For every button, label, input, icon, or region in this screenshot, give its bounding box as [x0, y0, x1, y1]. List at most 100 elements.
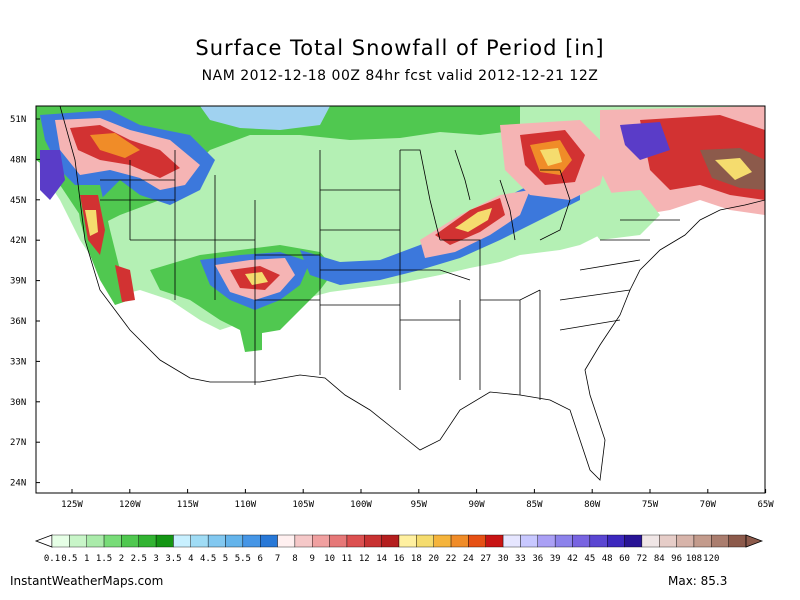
lat-label: 39N	[10, 277, 26, 287]
map-frame	[35, 105, 766, 494]
legend-swatch	[589, 534, 608, 548]
legend-label: 11	[342, 554, 353, 564]
snow-region	[455, 208, 492, 232]
legend-swatch	[572, 534, 591, 548]
map-title: Surface Total Snowfall of Period [in]	[195, 36, 605, 60]
lat-label: 36N	[10, 317, 26, 327]
legend-label: 8	[292, 554, 297, 564]
legend-label: 10	[324, 554, 335, 564]
legend-label: 120	[703, 554, 719, 564]
snow-region	[240, 330, 262, 352]
lon-label: 70W	[700, 500, 717, 510]
legend-swatch	[624, 534, 643, 548]
lon-label: 75W	[642, 500, 659, 510]
latitude-axis: 51N 48N 45N 42N 39N 36N 33N 30N 27N 24N	[10, 115, 40, 489]
legend-swatch	[225, 534, 244, 548]
legend-swatch	[364, 534, 382, 548]
color-legend: 0.1 0.5 1 1.5 2 2.5 3 3.5 4 4.5 5 5.5 6 7 8 9 10 11 12 14 16…	[34, 534, 764, 564]
legend-label: 5	[223, 554, 228, 564]
legend-label: 3.5	[165, 554, 181, 564]
lon-label: 110W	[235, 500, 257, 510]
legend-label: 30	[498, 554, 509, 564]
legend-swatch	[294, 534, 313, 548]
snow-region	[715, 158, 752, 180]
legend-swatch	[173, 534, 191, 548]
legend-swatch	[693, 534, 712, 548]
legend-label: 6	[257, 554, 262, 564]
legend-swatch	[138, 534, 157, 548]
snow-region	[40, 150, 65, 200]
snow-region	[200, 106, 330, 130]
lon-label: 105W	[292, 500, 314, 510]
legend-label: 84	[654, 554, 665, 564]
legend-label: 4.5	[200, 554, 216, 564]
legend-label: 18	[411, 554, 422, 564]
lon-label: 65W	[757, 500, 774, 510]
lat-label: 51N	[10, 115, 26, 125]
lat-label: 45N	[10, 196, 26, 206]
legend-label: 45	[584, 554, 595, 564]
legend-label: 42	[567, 554, 578, 564]
legend-swatch	[485, 534, 504, 548]
legend-label: 3	[153, 554, 158, 564]
legend-label: 7	[275, 554, 280, 564]
legend-swatch	[69, 534, 87, 548]
lat-label: 27N	[10, 438, 26, 448]
legend-label: 2.5	[131, 554, 147, 564]
legend-label: 108	[686, 554, 702, 564]
lon-label: 85W	[526, 500, 543, 510]
legend-swatch	[728, 534, 747, 548]
legend-label: 22	[446, 554, 457, 564]
legend-swatch	[711, 534, 729, 548]
legend-arrow-right	[745, 534, 764, 548]
legend-swatch	[537, 534, 556, 548]
legend-swatch	[103, 534, 122, 548]
legend-swatch	[676, 534, 695, 548]
lon-label: 115W	[177, 500, 199, 510]
legend-label: 1	[84, 554, 89, 564]
legend-swatch	[398, 534, 417, 548]
max-value: Max: 85.3	[668, 574, 728, 588]
legend-swatch	[554, 534, 573, 548]
legend-swatch	[207, 534, 226, 548]
legend-label: 96	[671, 554, 682, 564]
lon-label: 90W	[468, 500, 485, 510]
legend-label: 48	[602, 554, 613, 564]
legend-label: 39	[550, 554, 561, 564]
legend-label: 2	[119, 554, 124, 564]
legend-label: 27	[480, 554, 491, 564]
legend-label: 36	[532, 554, 543, 564]
site-credit: InstantWeatherMaps.com	[10, 574, 164, 588]
lon-label: 80W	[584, 500, 601, 510]
longitude-axis: 125W 120W 115W 110W 105W 100W 95W 90W 85W 80W 75W 7…	[61, 489, 774, 510]
legend-swatch	[520, 534, 539, 548]
snow-region	[245, 272, 268, 285]
legend-label: 24	[463, 554, 474, 564]
legend-swatch	[468, 534, 486, 548]
legend-label: 60	[619, 554, 630, 564]
lat-label: 24N	[10, 479, 26, 489]
state-boundaries	[59, 106, 765, 481]
lon-label: 120W	[119, 500, 141, 510]
legend-swatch	[155, 534, 174, 548]
legend-label: 5.5	[235, 554, 251, 564]
legend-swatch	[329, 534, 348, 548]
legend-swatch	[659, 534, 677, 548]
snow-region	[85, 210, 98, 236]
legend-swatch	[641, 534, 660, 548]
legend-label: 14	[376, 554, 387, 564]
lat-label: 42N	[10, 236, 26, 246]
legend-swatch	[277, 534, 296, 548]
legend-swatch	[433, 534, 452, 548]
legend-label: 12	[359, 554, 370, 564]
lon-label: 95W	[411, 500, 428, 510]
legend-swatch	[346, 534, 365, 548]
legend-label: 1.5	[96, 554, 112, 564]
snow-region	[115, 265, 135, 302]
legend-swatch	[190, 534, 209, 548]
legend-arrow-left	[34, 534, 53, 548]
legend-swatch	[416, 534, 434, 548]
snow-region	[620, 122, 670, 160]
legend-swatch	[51, 534, 70, 548]
